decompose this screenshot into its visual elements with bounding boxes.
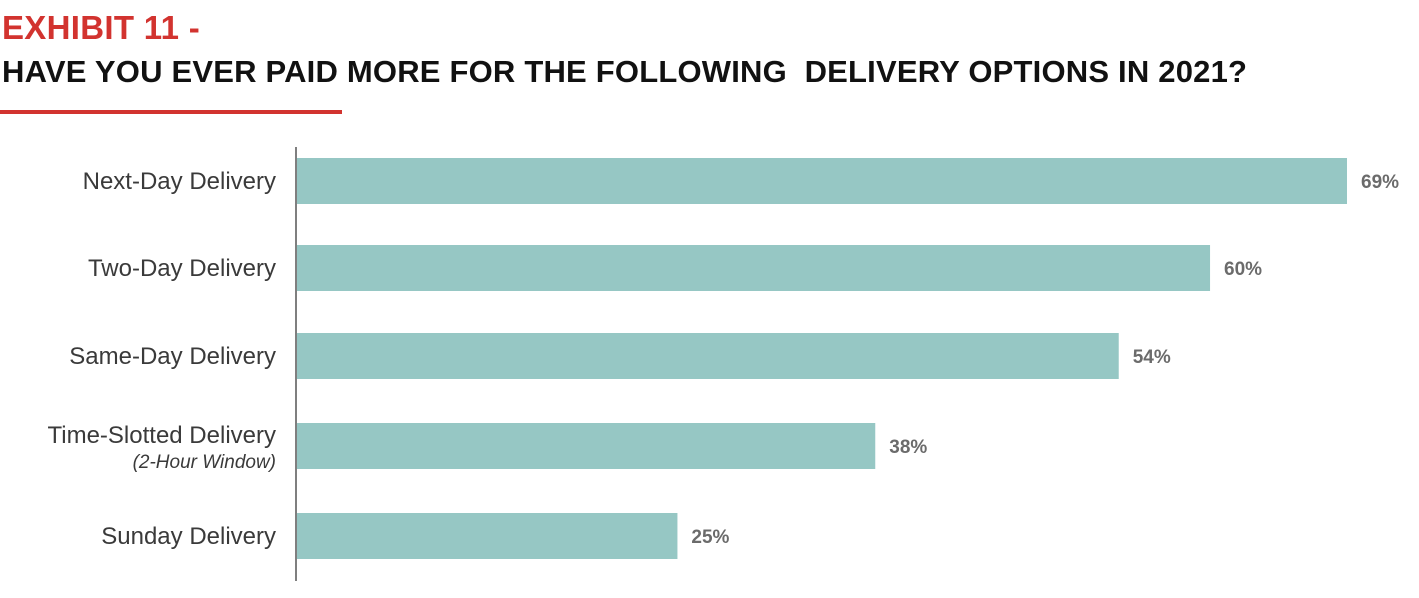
bar bbox=[297, 158, 1347, 204]
category-label: Time-Slotted Delivery bbox=[47, 422, 276, 449]
title-underline bbox=[0, 110, 342, 114]
category-label: Sunday Delivery bbox=[101, 523, 276, 550]
value-label: 60% bbox=[1224, 259, 1262, 280]
bar bbox=[297, 513, 678, 559]
category-label: Same-Day Delivery bbox=[69, 343, 276, 370]
category-label: Next-Day Delivery bbox=[83, 168, 276, 195]
chart-title: HAVE YOU EVER PAID MORE FOR THE FOLLOWIN… bbox=[2, 54, 1248, 89]
bars-group: 69% Next-Day Delivery 60% Two-Day Delivery 5… bbox=[47, 158, 1399, 559]
category-label: Two-Day Delivery bbox=[88, 255, 276, 282]
bar bbox=[297, 245, 1211, 291]
bar bbox=[297, 423, 876, 469]
category-sublabel: (2-Hour Window) bbox=[133, 452, 276, 473]
value-label: 38% bbox=[889, 437, 927, 458]
value-label: 54% bbox=[1133, 347, 1171, 368]
value-label: 25% bbox=[691, 527, 729, 548]
value-label: 69% bbox=[1361, 172, 1399, 193]
bar bbox=[297, 333, 1119, 379]
exhibit-number: EXHIBIT 11 - bbox=[2, 9, 200, 46]
